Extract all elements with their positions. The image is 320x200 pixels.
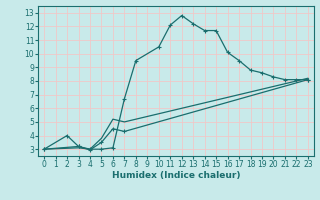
X-axis label: Humidex (Indice chaleur): Humidex (Indice chaleur) xyxy=(112,171,240,180)
